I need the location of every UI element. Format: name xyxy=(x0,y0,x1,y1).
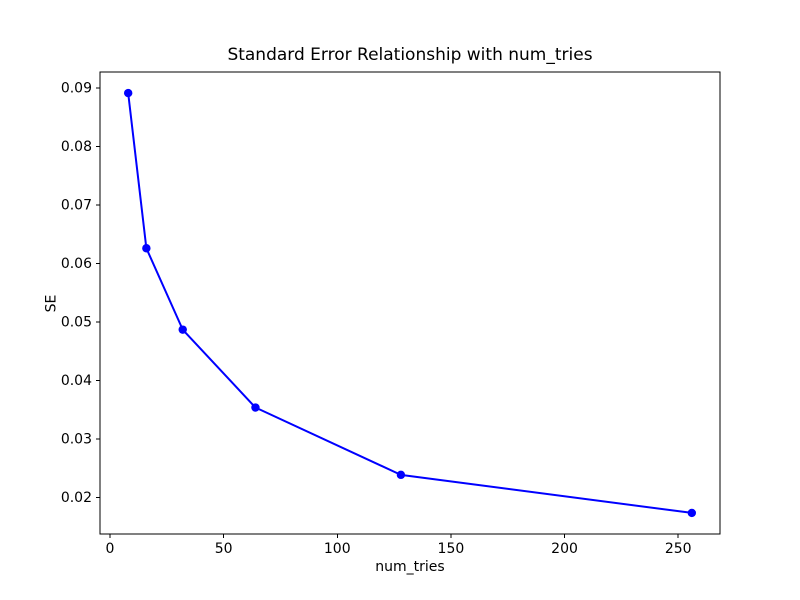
y-tick-label: 0.09 xyxy=(61,80,92,96)
data-point xyxy=(123,88,133,98)
y-axis-label: SE xyxy=(43,294,60,313)
data-point xyxy=(396,470,406,480)
data-point xyxy=(251,403,260,412)
chart-title: Standard Error Relationship with num_tri… xyxy=(227,45,593,65)
y-tick-label: 0.06 xyxy=(61,256,92,272)
y-tick-label: 0.03 xyxy=(61,432,92,448)
x-axis-label: num_tries xyxy=(375,559,445,575)
x-tick-label: 150 xyxy=(438,541,465,557)
data-point xyxy=(178,325,187,334)
data-line xyxy=(127,92,693,514)
y-tick-label: 0.08 xyxy=(61,139,92,155)
y-tick-label: 0.04 xyxy=(61,373,92,389)
y-tick-label: 0.02 xyxy=(61,490,92,506)
y-tick-label: 0.07 xyxy=(61,197,92,213)
x-tick-label: 250 xyxy=(665,541,692,557)
x-tick-label: 200 xyxy=(551,541,578,557)
x-tick-label: 100 xyxy=(324,541,351,557)
axes-frame xyxy=(99,71,721,535)
data-point xyxy=(142,244,151,253)
x-tick-label: 0 xyxy=(106,541,115,557)
data-point xyxy=(687,508,697,518)
y-tick-label: 0.05 xyxy=(61,315,92,331)
x-tick-label: 50 xyxy=(215,541,233,557)
